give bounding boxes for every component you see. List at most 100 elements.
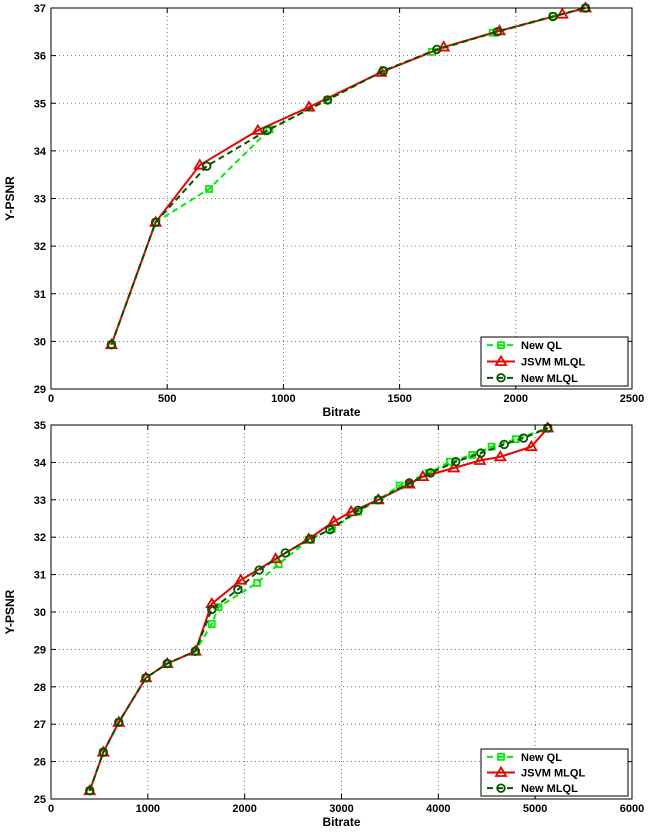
legend-label: JSVM MLQL	[521, 357, 585, 369]
data-point	[373, 495, 383, 505]
series-line	[110, 7, 586, 346]
data-point	[207, 604, 217, 615]
legend-marker	[497, 341, 505, 350]
x-tick-label: 1000	[136, 803, 160, 815]
legend-label: New QL	[521, 752, 562, 764]
data-point	[327, 514, 341, 526]
data-point	[374, 65, 388, 77]
legend-marker	[494, 765, 508, 777]
series-jsvm-mlql	[104, 1, 593, 350]
data-point	[473, 453, 487, 465]
legend-label: New QL	[521, 340, 562, 352]
y-tick-label: 30	[34, 336, 46, 348]
data-point	[476, 448, 486, 458]
y-tick-label: 25	[34, 794, 46, 806]
series-line	[88, 427, 549, 792]
data-point	[98, 747, 108, 757]
data-point	[432, 44, 442, 55]
y-tick-label: 36	[34, 51, 46, 63]
data-point	[543, 423, 553, 433]
data-point	[493, 450, 507, 462]
y-tick-label: 30	[34, 607, 46, 619]
series-line	[110, 7, 586, 346]
x-tick-label: 2500	[620, 393, 644, 405]
data-point	[555, 7, 569, 19]
data-point	[114, 717, 124, 728]
chart-panel-1: 0 500 1000 1500 2000 2500 29 30 31 32 33 34 35 36 37 Bi…	[3, 1, 644, 419]
data-point	[162, 658, 172, 669]
series-line	[110, 7, 586, 346]
y-tick-label: 32	[34, 241, 46, 253]
data-point	[305, 534, 316, 544]
x-axis-label: Bitrate	[322, 815, 360, 829]
series-jsvm-mlql	[83, 421, 555, 796]
legend-label: New MLQL	[521, 373, 578, 385]
x-tick-label: 1000	[271, 393, 295, 405]
y-tick-label: 35	[34, 420, 46, 432]
legend-label: New MLQL	[521, 783, 578, 795]
x-tick-label: 3000	[329, 803, 353, 815]
y-tick-label: 28	[34, 682, 46, 694]
y-tick-label: 31	[34, 289, 46, 301]
x-tick-label: 0	[48, 803, 54, 815]
data-point	[150, 217, 161, 228]
data-point	[85, 786, 95, 796]
plot-frame	[50, 7, 633, 390]
series-new-mlql	[106, 3, 591, 350]
data-point	[451, 456, 461, 467]
legend: New QL JSVM MLQL New MLQL	[480, 336, 629, 387]
data-point	[233, 584, 243, 595]
legend-marker	[497, 752, 505, 761]
data-point	[193, 158, 207, 170]
y-tick-label: 27	[34, 719, 46, 731]
x-tick-label: 5000	[523, 803, 547, 815]
series-new-ql	[107, 4, 590, 349]
y-axis-label: Y-PSNR	[3, 589, 17, 634]
data-point	[499, 439, 509, 450]
legend-marker	[496, 373, 506, 383]
series-new-mlql	[85, 423, 553, 796]
x-tick-label: 2000	[504, 393, 528, 405]
data-point	[548, 11, 558, 22]
x-tick-label: 500	[158, 393, 176, 405]
data-point	[425, 468, 436, 478]
y-tick-label: 31	[34, 570, 46, 582]
legend: New QL JSVM MLQL New MLQL	[480, 748, 629, 797]
legend-marker	[494, 354, 508, 366]
x-axis-label: Bitrate	[322, 405, 360, 419]
data-point	[234, 573, 248, 585]
x-tick-label: 2000	[232, 803, 256, 815]
y-tick-label: 37	[34, 3, 46, 15]
data-point	[325, 525, 335, 535]
y-tick-label: 33	[34, 495, 46, 507]
y-tick-label: 33	[34, 194, 46, 206]
data-point	[207, 620, 216, 628]
data-point	[254, 565, 264, 575]
data-point	[262, 125, 272, 136]
x-tick-label: 6000	[620, 803, 644, 815]
data-point	[253, 578, 262, 587]
data-point	[106, 340, 117, 350]
chart-panel-2: 0 1000 2000 3000 4000 5000 6000 25 26 27 28 29 30 31 3…	[3, 420, 644, 829]
y-tick-label: 26	[34, 757, 46, 769]
data-point	[205, 185, 213, 193]
x-tick-label: 1500	[387, 393, 411, 405]
series-new-ql	[85, 424, 552, 795]
y-tick-label: 32	[34, 532, 46, 544]
data-point	[322, 95, 333, 105]
data-point	[280, 548, 291, 558]
y-tick-label: 34	[34, 457, 47, 469]
y-tick-label: 29	[34, 644, 46, 656]
data-point	[274, 560, 283, 569]
data-point	[141, 673, 151, 683]
data-point	[251, 123, 265, 135]
y-tick-label: 35	[34, 98, 46, 110]
y-axis-label: Y-PSNR	[3, 176, 17, 221]
data-point	[205, 596, 219, 609]
data-point	[190, 646, 200, 656]
data-point	[446, 457, 454, 466]
legend-label: JSVM MLQL	[521, 768, 585, 780]
data-point	[302, 100, 316, 112]
x-tick-label: 0	[48, 393, 54, 405]
data-point	[378, 66, 389, 76]
